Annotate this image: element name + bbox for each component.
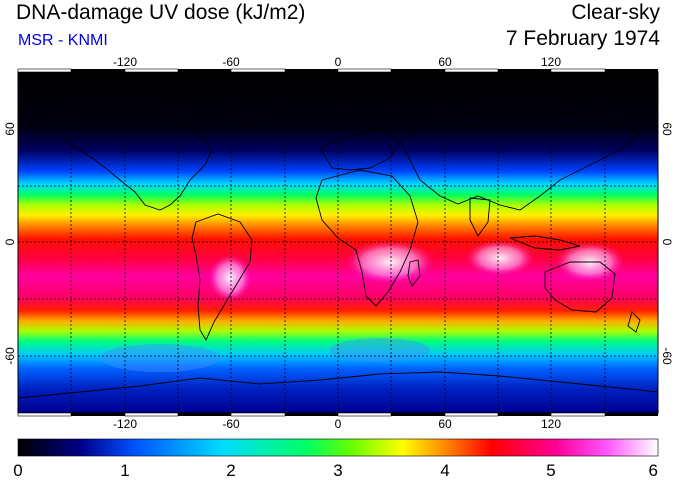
india-outline (469, 197, 491, 237)
map-frame (17, 68, 659, 417)
coastlines (18, 85, 658, 399)
colorbar-label: 0 (13, 461, 22, 480)
greenland-outline (229, 85, 281, 129)
new-zealand-outline (627, 311, 641, 333)
date-label: 7 February 1974 (505, 27, 660, 50)
lon-label-bottom: 120 (541, 417, 561, 431)
lon-label-bottom: 60 (438, 417, 452, 431)
colorbar-label: 1 (120, 461, 129, 480)
colorbar-label: 2 (226, 461, 235, 480)
north-america-outline (59, 103, 213, 211)
indonesia-outline (509, 235, 581, 251)
lon-label-top: 60 (438, 55, 452, 69)
lat-label-right: 60 (660, 122, 674, 136)
lat-label-right: -60 (660, 347, 674, 365)
lon-label-bottom: -60 (222, 417, 240, 431)
lon-label-top: 0 (335, 55, 342, 69)
lat-labels-left: 60 0 -60 (3, 122, 17, 365)
lon-label-top: -120 (113, 55, 137, 69)
antarctica-outline (18, 371, 658, 399)
lon-label-top: -60 (222, 55, 240, 69)
colorbar-label: 4 (440, 461, 449, 480)
colorbar-label: 5 (546, 461, 555, 480)
data-source-label: MSR - KNMI (18, 32, 108, 49)
colorbar-label: 3 (333, 461, 342, 480)
lon-label-bottom: 0 (335, 417, 342, 431)
colorbar: 0 1 2 3 4 5 6 (13, 438, 659, 480)
lat-label-right: 0 (660, 239, 674, 246)
lon-label-bottom: -120 (113, 417, 137, 431)
graticule (18, 72, 658, 413)
lon-label-top: 120 (541, 55, 561, 69)
madagascar-outline (407, 259, 421, 287)
australia-outline (544, 261, 616, 313)
lat-labels-right: 60 0 -60 (660, 122, 674, 365)
asia-outline (399, 107, 641, 211)
lat-label-left: 60 (3, 122, 17, 136)
colorbar-gradient (17, 438, 659, 457)
map-title: DNA-damage UV dose (kJ/m2) (16, 1, 306, 24)
lon-labels-bottom: -120 -60 0 60 120 (113, 417, 561, 431)
south-america-outline (191, 213, 253, 341)
colorbar-label: 6 (649, 461, 658, 480)
lat-label-left: -60 (3, 347, 17, 365)
sky-condition-label: Clear-sky (571, 1, 660, 24)
lon-labels-top: -120 -60 0 60 120 (113, 55, 561, 69)
lat-label-left: 0 (3, 238, 17, 245)
